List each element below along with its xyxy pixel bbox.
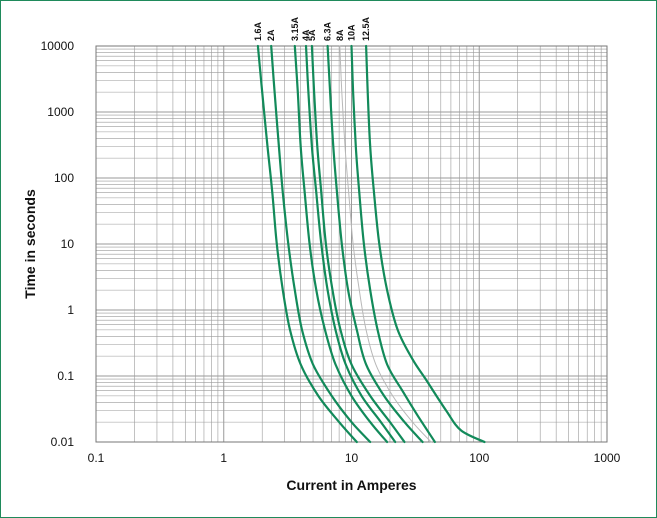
y-tick-label: 10 (61, 237, 75, 251)
series-line-5a (310, 44, 406, 444)
tick-labels: 0.1 1 10 100 1000 10000 1000 100 10 1 0.1 0.01 (41, 39, 621, 465)
series-label: 10A (347, 24, 357, 41)
grid (95, 45, 608, 443)
y-axis-title: Time in seconds (22, 189, 38, 299)
series-line-1-6a (256, 44, 358, 444)
series-label: 8A (335, 29, 345, 41)
y-tick-label: 100 (54, 171, 74, 185)
series-label: 12.5A (361, 16, 371, 41)
series-line-12-5a (365, 44, 486, 444)
series-line-3-15a (293, 44, 389, 444)
series-label: 6.3A (323, 21, 333, 41)
series-label: 5A (307, 29, 317, 41)
x-tick-label: 1 (220, 451, 227, 465)
y-tick-label: 10000 (41, 39, 75, 53)
x-tick-label: 0.1 (88, 451, 105, 465)
x-tick-label: 10 (345, 451, 359, 465)
series-label: 4A (301, 29, 311, 41)
series-label: 1.6A (253, 21, 263, 41)
x-tick-label: 100 (469, 451, 489, 465)
y-tick-label: 0.1 (57, 369, 74, 383)
x-tick-label: 1000 (594, 451, 621, 465)
series-line-8a (339, 45, 432, 443)
series-line-6-3a (326, 44, 424, 444)
y-tick-label: 0.01 (51, 435, 75, 449)
x-axis-title: Current in Amperes (286, 477, 416, 493)
series-line-2a (270, 44, 372, 444)
curves (256, 44, 486, 444)
series-label: 2A (266, 29, 276, 41)
series-line-4a (304, 44, 397, 444)
series-line-10a (350, 44, 436, 444)
y-tick-label: 1000 (47, 105, 74, 119)
series-label: 3.15A (290, 16, 300, 41)
y-tick-label: 1 (67, 303, 74, 317)
